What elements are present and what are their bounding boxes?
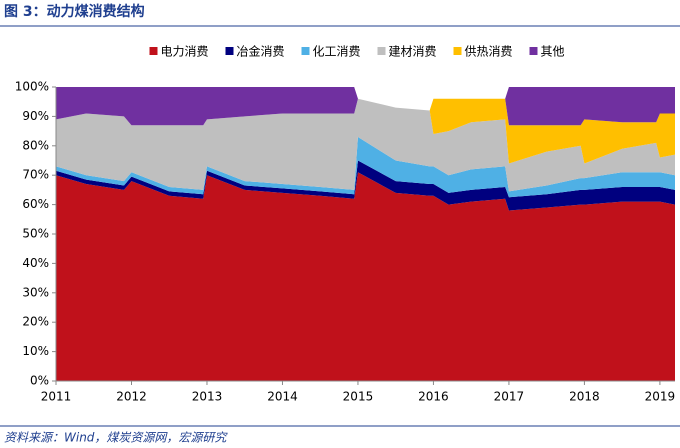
legend-label: 化工消费 — [313, 45, 361, 59]
source-note: 资料来源：Wind，煤炭资源网，宏源研究 — [4, 431, 228, 445]
legend-label: 供热消费 — [465, 45, 513, 59]
legend-swatch — [453, 47, 462, 55]
y-tick-label: 10% — [22, 344, 49, 358]
y-tick-label: 50% — [22, 227, 49, 241]
chart-title: 图 3：动力煤消费结构 — [4, 3, 145, 20]
x-tick-label: 2014 — [267, 390, 298, 404]
area — [56, 87, 675, 126]
legend-swatch — [301, 47, 310, 55]
area — [56, 172, 675, 381]
legend-label: 建材消费 — [389, 45, 437, 59]
y-tick-label: 90% — [22, 109, 49, 123]
legend-swatch — [377, 47, 386, 55]
x-tick-label: 2018 — [569, 390, 600, 404]
legend-swatch — [529, 47, 538, 55]
area — [56, 160, 675, 211]
area — [56, 136, 675, 198]
y-tick-label: 20% — [22, 315, 49, 329]
x-tick-label: 2013 — [192, 390, 223, 404]
y-tick-label: 100% — [15, 80, 49, 94]
y-tick-label: 40% — [22, 256, 49, 270]
x-tick-label: 2017 — [494, 390, 525, 404]
x-tick-label: 2011 — [41, 390, 72, 404]
y-tick-label: 0% — [30, 374, 49, 388]
y-tick-label: 60% — [22, 197, 49, 211]
x-tick-label: 2015 — [343, 390, 374, 404]
x-tick-label: 2016 — [418, 390, 449, 404]
y-tick-label: 70% — [22, 168, 49, 182]
legend-label: 其他 — [541, 45, 565, 59]
y-tick-label: 30% — [22, 285, 49, 299]
legend-swatch — [149, 47, 158, 55]
area — [56, 98, 675, 192]
x-tick-label: 2012 — [116, 390, 147, 404]
y-tick-label: 80% — [22, 138, 49, 152]
legend-label: 电力消费 — [161, 45, 209, 59]
legend-swatch — [225, 47, 234, 55]
legend-label: 冶金消费 — [237, 44, 285, 59]
x-tick-label: 2019 — [645, 390, 676, 404]
area — [56, 98, 675, 164]
